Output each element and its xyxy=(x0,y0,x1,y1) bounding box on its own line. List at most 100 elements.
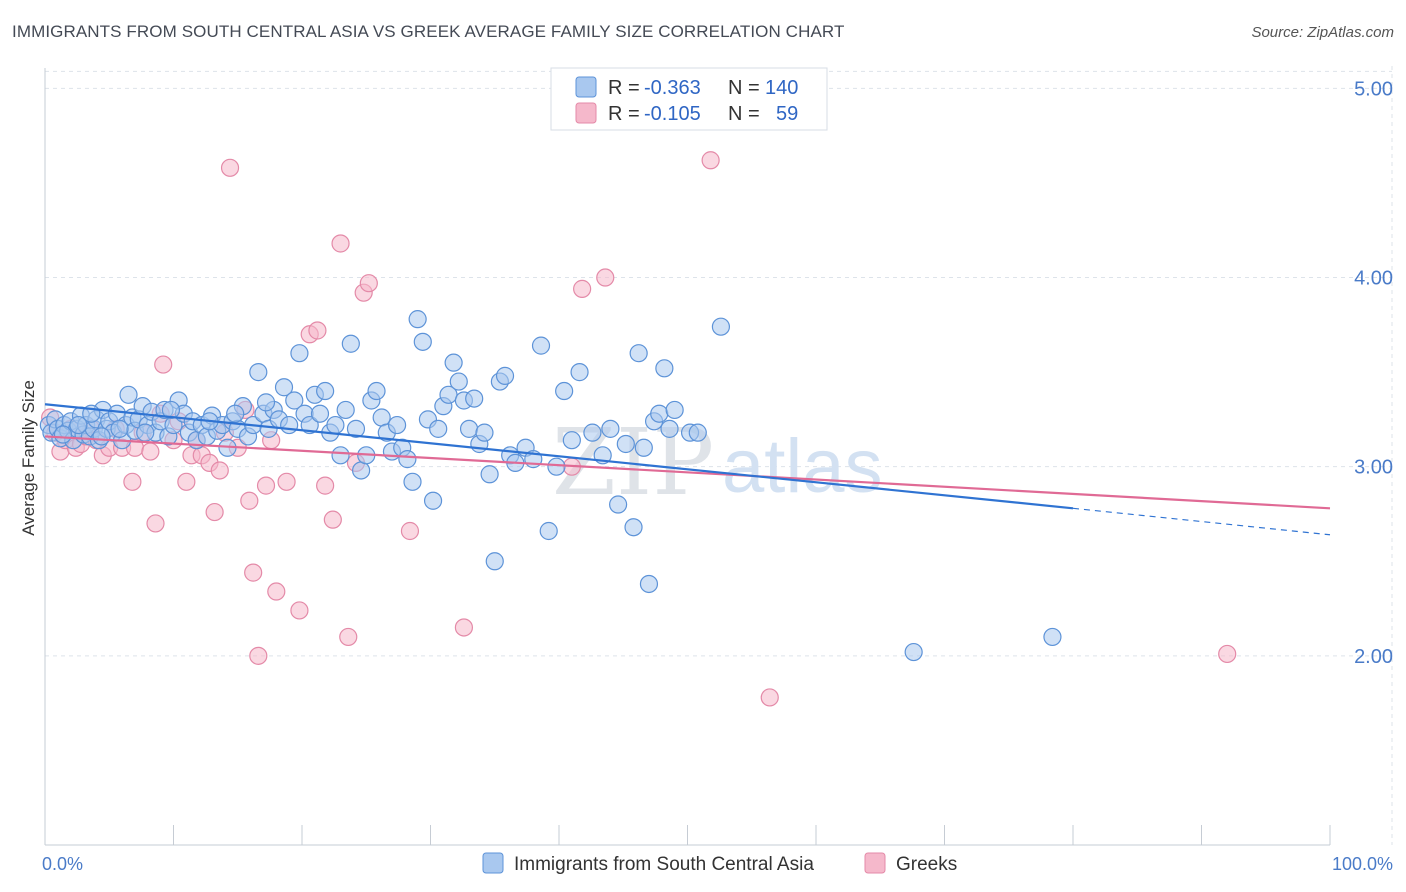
immigrants-point xyxy=(429,419,448,438)
y-tick-label: 2.00 xyxy=(1354,646,1393,668)
watermark-atlas: atlas xyxy=(722,424,883,509)
immigrants-point xyxy=(495,366,515,385)
greeks-point xyxy=(177,472,196,491)
greeks-point xyxy=(146,514,165,533)
y-axis-label: Average Family Size xyxy=(19,380,38,536)
immigrants-trend-line xyxy=(44,403,1074,510)
immigrants-point xyxy=(616,434,635,454)
top-legend: R = -0.363 N = 140 R = -0.105 N = 59 xyxy=(550,67,828,131)
legend-n-value: 140 xyxy=(765,77,798,99)
immigrants-point xyxy=(665,400,684,420)
immigrants-point xyxy=(688,423,707,442)
immigrants-point xyxy=(119,385,138,404)
immigrants-point xyxy=(408,310,427,329)
immigrants-trend-extension xyxy=(1072,507,1331,536)
bottom-legend-label-blue: Immigrants from South Central Asia xyxy=(514,854,814,875)
immigrants-point xyxy=(331,446,350,465)
greeks-point xyxy=(290,601,309,620)
immigrants-point xyxy=(387,415,407,435)
immigrants-point xyxy=(403,472,422,491)
x-tick-label: 0.0% xyxy=(42,854,83,874)
greeks-point xyxy=(701,151,720,170)
legend-r-label: R = xyxy=(608,103,640,125)
bottom-legend-swatch-pink xyxy=(864,852,886,874)
immigrants-point xyxy=(655,359,674,378)
immigrants-point xyxy=(274,378,294,397)
grid-lines xyxy=(45,66,1393,845)
greeks-point xyxy=(154,355,173,374)
immigrants-point xyxy=(92,427,111,446)
immigrants-point xyxy=(53,425,73,444)
legend-swatch-blue xyxy=(575,76,597,98)
x-tick-labels: 0.0% 100.0% xyxy=(42,854,1393,874)
legend-n-label: N = xyxy=(728,77,760,99)
immigrants-point xyxy=(480,465,499,484)
immigrants-point xyxy=(1043,627,1062,647)
immigrants-point xyxy=(226,404,245,423)
greeks-trend-line xyxy=(44,435,1331,510)
immigrants-point xyxy=(639,574,659,594)
immigrants-point xyxy=(539,521,558,541)
immigrants-point xyxy=(110,419,129,438)
immigrants-point xyxy=(372,408,391,427)
immigrants-point xyxy=(310,404,330,423)
legend-r-value: -0.105 xyxy=(644,103,701,125)
immigrants-point xyxy=(136,423,155,442)
immigrants-point xyxy=(555,381,574,401)
immigrants-point xyxy=(398,450,417,469)
immigrants-point xyxy=(711,317,731,336)
legend-r-label: R = xyxy=(608,77,640,99)
greeks-point xyxy=(760,688,779,707)
greeks-point xyxy=(244,563,263,582)
greeks-point xyxy=(454,618,474,637)
immigrants-point xyxy=(547,457,566,476)
immigrants-point xyxy=(341,334,360,353)
immigrants-point xyxy=(161,400,181,420)
greeks-point xyxy=(331,234,350,253)
immigrants-point xyxy=(660,419,679,438)
greeks-point xyxy=(359,274,378,293)
y-tick-label: 3.00 xyxy=(1354,457,1393,479)
immigrants-point xyxy=(609,495,628,514)
immigrants-point xyxy=(449,372,468,391)
greeks-point xyxy=(323,510,342,529)
immigrants-point xyxy=(346,419,366,438)
immigrants-point xyxy=(475,423,494,442)
greeks-point xyxy=(277,472,296,491)
immigrants-point xyxy=(285,391,304,410)
greeks-point xyxy=(123,472,142,491)
greeks-point xyxy=(573,279,592,298)
source-label: Source: ZipAtlas.com xyxy=(1251,24,1394,41)
immigrants-point xyxy=(423,491,443,510)
greeks-point xyxy=(220,158,240,177)
bottom-legend-swatch-blue xyxy=(482,852,504,874)
greeks-point xyxy=(339,627,358,647)
legend-n-label: N = xyxy=(728,103,760,125)
greeks-point xyxy=(249,646,268,665)
immigrants-point xyxy=(290,344,309,363)
y-tick-label: 5.00 xyxy=(1354,78,1393,100)
immigrants-point xyxy=(562,431,581,450)
immigrants-point xyxy=(316,381,335,401)
immigrants-point xyxy=(444,353,463,372)
greeks-point xyxy=(210,461,229,480)
legend-r-value: -0.363 xyxy=(644,77,701,99)
immigrants-point xyxy=(336,400,355,420)
greeks-point xyxy=(1218,644,1237,664)
immigrants-point xyxy=(69,415,88,435)
immigrants-point xyxy=(485,552,504,571)
legend-swatch-pink xyxy=(575,102,597,124)
trend-lines xyxy=(44,403,1331,536)
immigrants-point xyxy=(300,415,319,435)
greeks-point xyxy=(240,491,259,510)
immigrants-point xyxy=(413,332,432,351)
immigrants-point xyxy=(326,415,345,435)
greeks-point xyxy=(308,321,327,340)
immigrants-point xyxy=(531,336,551,355)
immigrants-point xyxy=(459,419,479,438)
axes xyxy=(44,68,1331,846)
chart-title: IMMIGRANTS FROM SOUTH CENTRAL ASIA VS GR… xyxy=(12,22,845,41)
immigrants-point xyxy=(904,642,923,662)
immigrants-point xyxy=(650,404,669,423)
